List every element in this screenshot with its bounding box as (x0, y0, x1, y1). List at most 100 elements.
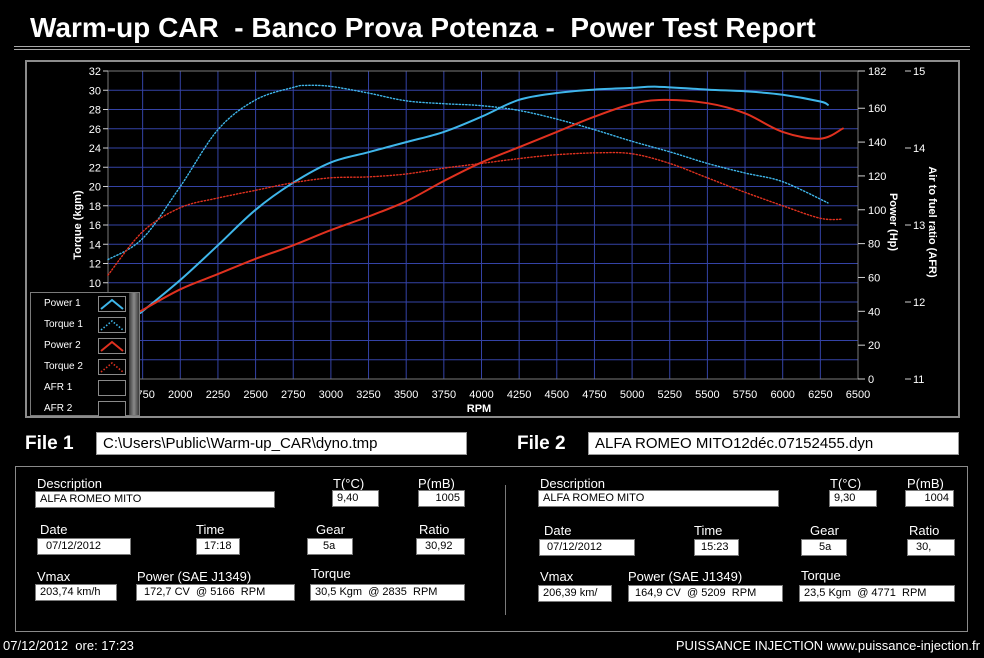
legend-label: Torque 1 (44, 319, 83, 330)
legend-scroll-bar (129, 293, 139, 415)
y-tick-label: 20 (89, 182, 101, 194)
run1-temp-value: 9,40 (332, 490, 379, 507)
chart-grid (108, 71, 858, 379)
legend-swatch (98, 338, 126, 354)
legend-swatch-graphic (100, 361, 124, 373)
run1-time-label: Time (196, 522, 225, 537)
run2-gear-label: Gear (810, 523, 839, 538)
run1-date-label: Date (40, 522, 68, 537)
y-tick-label: 18 (89, 201, 101, 213)
run1-gear-label: Gear (316, 522, 345, 537)
run1-date-value: 07/12/2012 (37, 538, 131, 555)
run2-time-label: Time (694, 523, 723, 538)
y-tick-label: 24 (89, 143, 101, 155)
run2-ratio-label: Ratio (909, 523, 940, 538)
x-axis-title: RPM (467, 403, 491, 415)
x-tick-label: 6000 (770, 389, 794, 401)
report-title: Warm-up CAR - Banco Prova Potenza - Powe… (30, 12, 816, 43)
y-tick-label: 22 (89, 162, 101, 174)
legend-swatch (98, 359, 126, 375)
run2-gear-value: 5a (801, 539, 847, 556)
series-line-torque-1 (107, 84, 829, 261)
legend-swatch-line (100, 340, 124, 352)
y2-tick-label: 182 (868, 66, 886, 78)
x-tick-label: 4000 (469, 389, 493, 401)
y2-axis-title: Power (Hp) (887, 193, 899, 251)
run2-date-label: Date (544, 523, 572, 538)
x-tick-label: 4500 (545, 389, 569, 401)
run1-pressure-value: 1005 (418, 490, 465, 507)
legend-label: AFR 2 (44, 403, 73, 414)
legend-item: Power 1 (31, 296, 129, 312)
run1-torque-value: 30,5 Kgm @ 2835 RPM (310, 584, 465, 601)
run1-ratio-value: 30,92 (416, 538, 465, 555)
x-tick-label: 5000 (620, 389, 644, 401)
x-tick-label: 3000 (319, 389, 343, 401)
legend-swatch-graphic (99, 402, 125, 416)
run2-temp-value: 9,30 (829, 490, 877, 507)
legend-swatch (98, 401, 126, 417)
y-tick-label: 28 (89, 105, 101, 117)
run2-power-value: 164,9 CV @ 5209 RPM (628, 585, 783, 602)
legend-swatch-line (100, 298, 124, 310)
afr-tick-label: 15 (913, 66, 925, 78)
legend-label: Power 2 (44, 340, 81, 351)
run-info-divider (505, 485, 506, 615)
run2-temp-label: T(°C) (830, 476, 862, 491)
run2-power-label: Power (SAE J1349) (628, 569, 743, 584)
series-line-power-2 (139, 98, 844, 313)
run1-gear-value: 5a (307, 538, 353, 555)
y2-tick-label: 40 (868, 306, 880, 318)
x-tick-label: 2750 (281, 389, 305, 401)
y-tick-label: 26 (89, 124, 101, 136)
legend-swatch (98, 296, 126, 312)
x-tick-label: 3250 (356, 389, 380, 401)
afr-axis-title: Air to fuel ratio (AFR) (926, 166, 938, 278)
y-tick-label: 32 (89, 66, 101, 78)
y2-tick-label: 20 (868, 340, 880, 352)
series-line-power-1 (139, 85, 829, 314)
run1-time-value: 17:18 (196, 538, 240, 555)
legend-swatch-graphic (99, 381, 125, 395)
y2-tick-label: 100 (868, 205, 886, 217)
x-tick-label: 5500 (695, 389, 719, 401)
y-axis-title: Torque (kgm) (72, 190, 84, 260)
legend-swatch-line (100, 319, 124, 331)
x-tick-label: 2500 (243, 389, 267, 401)
file2-path-field[interactable]: ALFA ROMEO MITO12déc.07152455.dyn (588, 432, 959, 455)
afr-tick-label: 11 (913, 374, 924, 386)
y-tick-label: 12 (89, 259, 101, 271)
x-tick-label: 4250 (507, 389, 531, 401)
run1-temp-label: T(°C) (333, 476, 365, 491)
run2-ratio-value: 30, (907, 539, 955, 556)
legend-label: Torque 2 (44, 361, 83, 372)
legend-swatch-line (101, 384, 123, 393)
legend-label: Power 1 (44, 298, 81, 309)
file2-label: File 2 (517, 433, 566, 454)
run-info-panel (15, 466, 968, 632)
x-tick-label: 5750 (733, 389, 757, 401)
run1-pressure-label: P(mB) (418, 476, 455, 491)
footer-company: PUISSANCE INJECTION www.puissance-inject… (675, 638, 980, 653)
y2-tick-label: 60 (868, 272, 880, 284)
file1-path-field[interactable]: C:\Users\Public\Warm-up_CAR\dyno.tmp (96, 432, 467, 455)
legend-swatch-graphic (100, 319, 124, 331)
run2-torque-value: 23,5 Kgm @ 4771 RPM (799, 585, 955, 602)
file1-label: File 1 (25, 433, 74, 454)
y-tick-label: 16 (89, 220, 101, 232)
legend-swatch-graphic (100, 340, 124, 352)
legend-swatch-graphic (100, 298, 124, 310)
afr-tick-label: 12 (913, 297, 925, 309)
y-tick-label: 14 (89, 239, 101, 251)
run2-pressure-value: 1004 (905, 490, 954, 507)
chart-axes: 0246810121416182022242628303217502000225… (89, 66, 926, 401)
x-tick-label: 4750 (582, 389, 606, 401)
chart-legend: Power 1 Torque 1 Power 2 Torque 2 AFR 1 … (30, 292, 140, 417)
run2-vmax-value: 206,39 km/ (538, 585, 612, 602)
x-tick-label: 3750 (432, 389, 456, 401)
run2-date-value: 07/12/2012 (539, 539, 635, 556)
legend-label: AFR 1 (44, 382, 73, 393)
y2-tick-label: 140 (868, 137, 886, 149)
legend-item: Torque 1 (31, 317, 129, 333)
